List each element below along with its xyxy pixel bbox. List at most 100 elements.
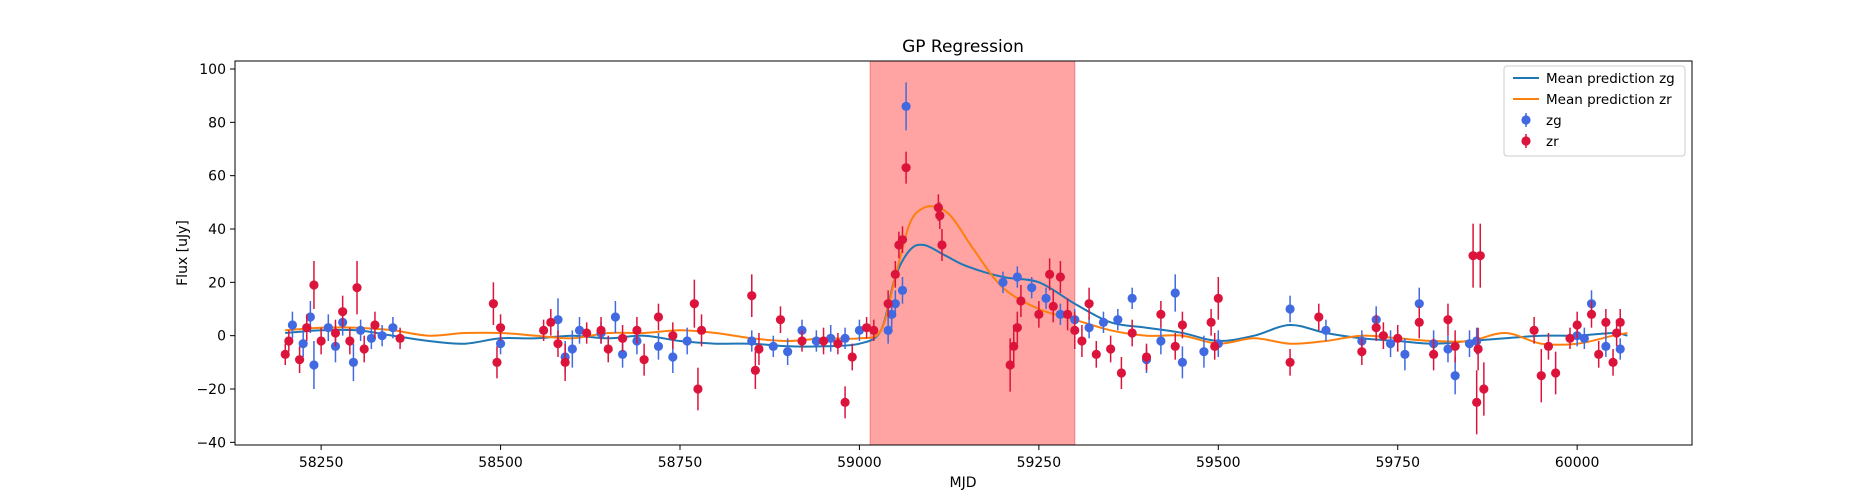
data-point-zr <box>284 330 294 352</box>
data-point-zg <box>747 330 757 352</box>
data-point-zr <box>596 317 606 344</box>
data-point-zr <box>1285 349 1295 376</box>
data-point-zg <box>1156 327 1166 355</box>
legend-entry-mean-prediction-zg: Mean prediction zg <box>1513 71 1675 87</box>
data-point-zr <box>1565 327 1575 349</box>
legend-label: zg <box>1546 113 1562 129</box>
data-points-layer <box>280 82 1625 435</box>
data-point-zr <box>1077 325 1087 357</box>
data-point-zr <box>1594 341 1604 368</box>
data-point-zr <box>1472 370 1482 435</box>
data-point-zr <box>693 367 703 411</box>
data-point-zr <box>632 317 642 344</box>
data-point-zr <box>797 330 807 352</box>
data-point-zr <box>338 295 348 328</box>
data-point-zr <box>897 226 908 253</box>
x-tick-label: 60000 <box>1555 455 1600 471</box>
data-point-zr <box>1016 285 1026 317</box>
data-point-zr <box>1070 311 1080 349</box>
data-point-zg <box>348 343 359 381</box>
data-point-zg <box>1285 295 1295 323</box>
data-point-zg <box>1450 357 1460 395</box>
data-point-zr <box>840 386 850 419</box>
ticks-layer: 58250 58500 58750 59000 59250 59500 59750 60000… <box>196 62 1599 471</box>
data-point-zr <box>639 343 649 376</box>
data-point-zg <box>298 330 308 357</box>
data-point-zr <box>1414 306 1424 339</box>
data-point-zr <box>818 327 829 355</box>
legend-entry-zg: zg <box>1521 113 1562 129</box>
data-point-zr <box>553 330 563 357</box>
data-point-zr <box>330 319 341 347</box>
legend-label: zr <box>1546 134 1559 150</box>
x-tick-label: 58750 <box>658 455 703 471</box>
y-tick-label: −40 <box>196 435 226 451</box>
data-point-zg <box>610 301 620 333</box>
legend-entry-mean-prediction-zr: Mean prediction zr <box>1513 92 1672 108</box>
x-tick-label: 58250 <box>299 455 344 471</box>
x-tick-label: 59750 <box>1375 455 1420 471</box>
data-point-zg <box>811 330 821 352</box>
data-point-zr <box>689 279 699 328</box>
data-point-zr <box>1177 311 1188 339</box>
data-point-zr <box>1034 301 1044 328</box>
data-point-zr <box>1055 261 1065 293</box>
data-point-zr <box>560 343 570 381</box>
data-point-zg <box>366 327 376 349</box>
data-point-zr <box>833 333 843 355</box>
data-point-zg <box>1055 303 1065 325</box>
data-point-zr <box>546 309 556 336</box>
data-point-zr <box>1084 287 1094 320</box>
data-point-zr <box>1601 309 1611 336</box>
data-point-zr <box>309 261 319 309</box>
data-point-zr <box>1012 311 1022 344</box>
data-point-zg <box>1464 330 1475 357</box>
data-point-zg <box>567 330 577 368</box>
data-point-zr <box>395 327 405 349</box>
data-point-zr <box>1048 290 1058 323</box>
highlight-band <box>869 60 1076 446</box>
data-point-zr <box>492 346 502 379</box>
data-point-zr <box>883 290 893 317</box>
data-point-zr <box>668 322 678 349</box>
data-point-zr <box>869 319 879 341</box>
data-point-zg <box>783 338 793 365</box>
data-point-zg <box>840 327 850 349</box>
data-point-zr <box>539 319 549 341</box>
data-point-zr <box>750 351 760 389</box>
data-point-zr <box>901 151 911 184</box>
data-point-zg <box>1027 277 1037 299</box>
legend-box <box>1503 65 1686 157</box>
data-point-zg <box>388 317 398 339</box>
data-point-zr <box>1357 338 1367 365</box>
data-point-zr <box>280 343 290 365</box>
data-point-zr <box>316 327 326 355</box>
data-point-zr <box>1170 333 1180 360</box>
legend-label: Mean prediction zg <box>1546 71 1675 87</box>
data-point-zg <box>883 317 893 344</box>
data-point-zr <box>775 306 786 333</box>
data-point-zr <box>754 333 764 365</box>
data-point-zr <box>582 322 592 344</box>
data-point-zr <box>488 282 498 325</box>
data-point-zg <box>377 325 387 347</box>
data-point-zr <box>1141 343 1152 371</box>
plot-frame <box>234 60 1693 446</box>
data-point-zr <box>1475 223 1485 288</box>
x-tick-label: 59500 <box>1196 455 1241 471</box>
data-point-zr <box>1443 303 1453 336</box>
data-point-zr <box>1091 341 1101 368</box>
data-point-zr <box>937 229 947 261</box>
data-point-zr <box>653 303 664 331</box>
data-point-zr <box>1062 298 1073 331</box>
data-point-zg <box>1443 335 1453 363</box>
x-tick-label: 59250 <box>1017 455 1062 471</box>
y-tick-label: 80 <box>208 115 226 131</box>
data-point-zg <box>998 271 1008 293</box>
data-point-zr <box>1106 335 1116 363</box>
x-tick-label: 59000 <box>837 455 882 471</box>
data-point-zr <box>603 335 613 363</box>
y-tick-label: 0 <box>217 329 226 345</box>
data-point-zg <box>1041 287 1051 309</box>
